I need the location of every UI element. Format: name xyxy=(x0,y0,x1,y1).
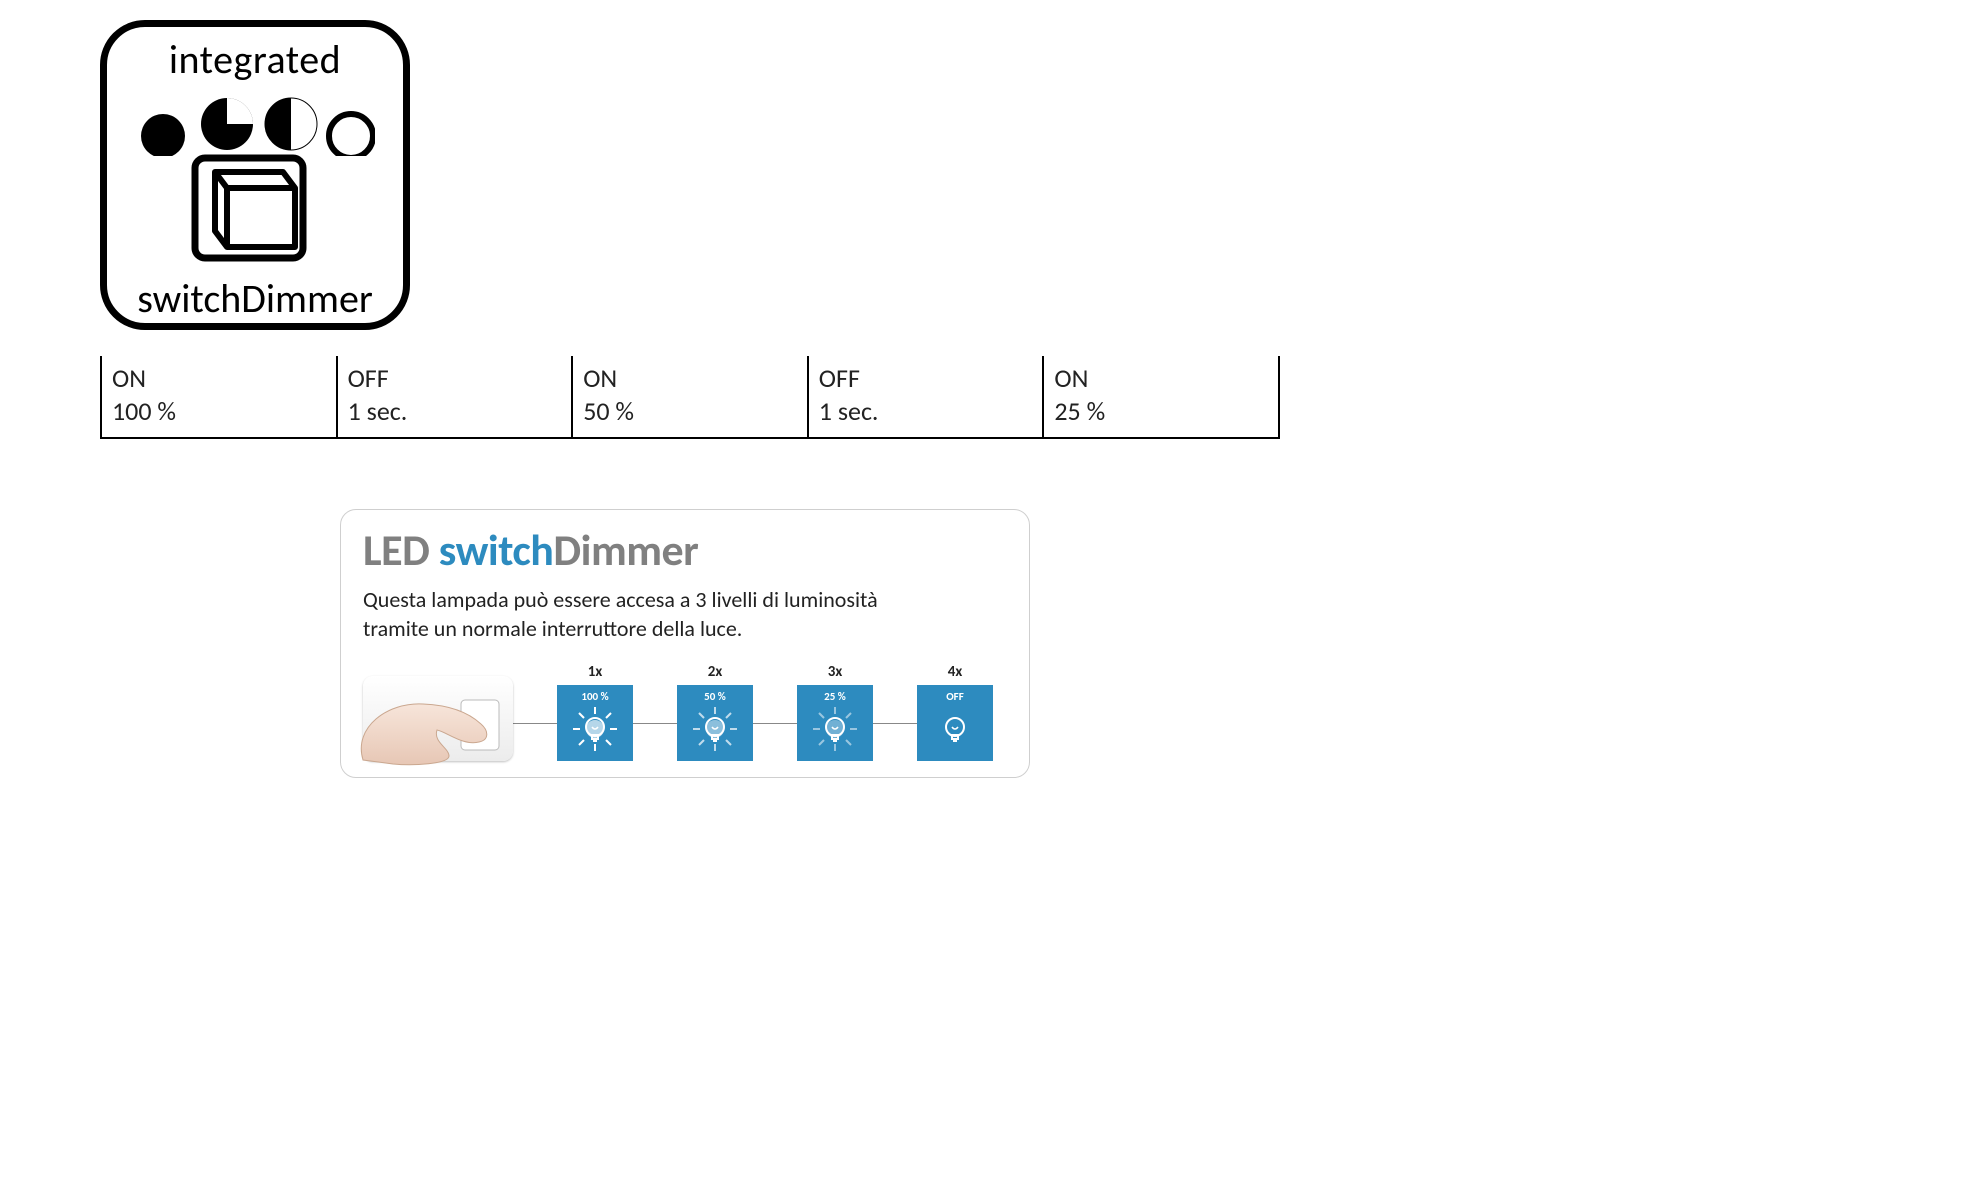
press-count: 2x xyxy=(708,663,723,681)
title-part-led: LED xyxy=(363,523,439,577)
desc-line: Questa lampada può essere accesa a 3 liv… xyxy=(363,586,878,613)
card-title: LED switchDimmer xyxy=(363,528,1007,572)
brightness-label: 100 % xyxy=(581,690,608,703)
led-switchdimmer-card: LED switchDimmer Questa lampada può esse… xyxy=(340,509,1030,778)
press-count: 1x xyxy=(588,663,603,681)
state-value: 25 % xyxy=(1054,395,1268,428)
state-label: OFF xyxy=(348,362,562,395)
desc-line: tramite un normale interruttore della lu… xyxy=(363,615,742,642)
brightness-label: 25 % xyxy=(824,690,846,703)
bulb-icon xyxy=(691,703,739,758)
table-col: ON 100 % xyxy=(100,356,336,437)
state-value: 1 sec. xyxy=(348,395,562,428)
press-count: 4x xyxy=(948,663,963,681)
table-col: ON 25 % xyxy=(1042,356,1280,437)
switch-icon xyxy=(185,152,325,272)
switch-sequence-table: ON 100 % OFF 1 sec. ON 50 % OFF 1 sec. O… xyxy=(100,356,1280,439)
state-label: ON xyxy=(1054,362,1268,395)
brightness-step: 1x 100 % xyxy=(557,663,633,761)
hand-press-icon xyxy=(363,676,513,761)
title-part-dimmer: Dimmer xyxy=(553,523,698,577)
integrated-switchdimmer-badge: integrated switchDimmer xyxy=(100,20,410,330)
brightness-steps-row: 1x 100 % 2x 50 % xyxy=(363,661,1007,761)
brightness-tile: 25 % xyxy=(797,685,873,761)
table-col: OFF 1 sec. xyxy=(807,356,1043,437)
title-part-switch: switch xyxy=(439,523,554,577)
table-col: ON 50 % xyxy=(571,356,807,437)
brightness-tile: 100 % xyxy=(557,685,633,761)
state-value: 100 % xyxy=(112,395,326,428)
bulb-icon xyxy=(931,703,979,758)
brightness-tile: 50 % xyxy=(677,685,753,761)
card-description: Questa lampada può essere accesa a 3 liv… xyxy=(363,586,1007,643)
bulb-icon xyxy=(571,703,619,758)
brightness-step: 4x OFF xyxy=(917,663,993,761)
bulb-icon xyxy=(811,703,859,758)
brightness-label: OFF xyxy=(946,690,964,703)
state-label: OFF xyxy=(819,362,1033,395)
press-count: 3x xyxy=(828,663,843,681)
badge-top-label: integrated xyxy=(169,35,341,84)
state-label: ON xyxy=(112,362,326,395)
table-col: OFF 1 sec. xyxy=(336,356,572,437)
brightness-step: 2x 50 % xyxy=(677,663,753,761)
brightness-tile: OFF xyxy=(917,685,993,761)
badge-bottom-label: switchDimmer xyxy=(137,274,373,323)
badge-level-icons xyxy=(135,86,375,156)
state-label: ON xyxy=(583,362,797,395)
state-value: 50 % xyxy=(583,395,797,428)
state-value: 1 sec. xyxy=(819,395,1033,428)
brightness-label: 50 % xyxy=(704,690,726,703)
brightness-step: 3x 25 % xyxy=(797,663,873,761)
